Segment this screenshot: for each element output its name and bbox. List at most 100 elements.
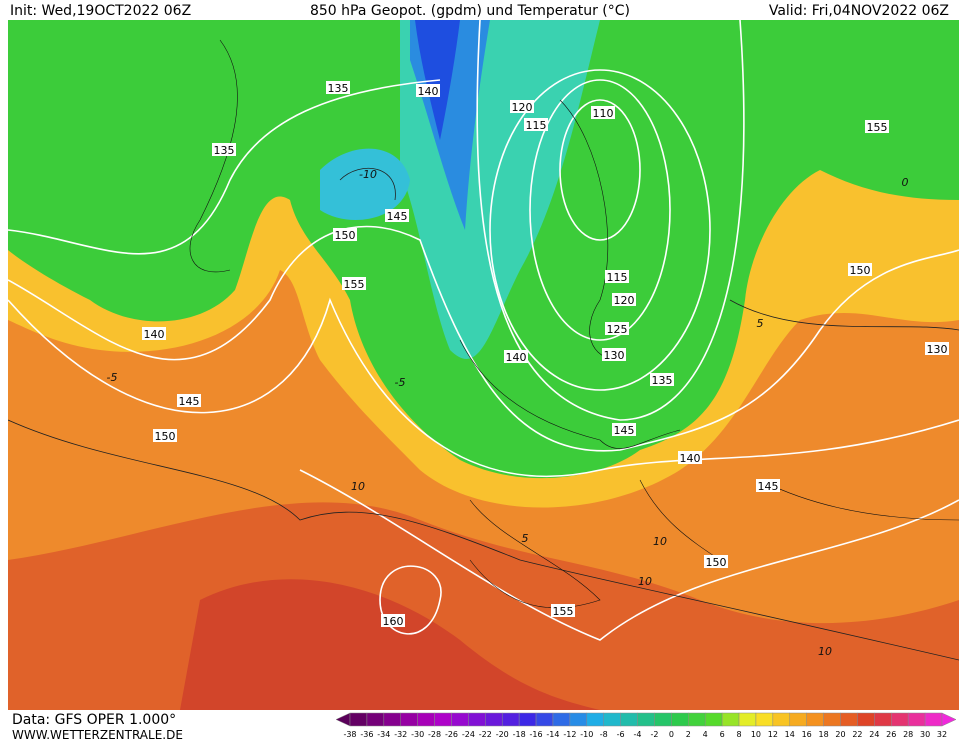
- website: WWW.WETTERZENTRALE.DE: [12, 728, 183, 741]
- colorbar-cell: [924, 712, 943, 727]
- colorbar-cell: [755, 712, 774, 727]
- geopotential-label: 155: [867, 121, 888, 134]
- colorbar-cell: [569, 712, 588, 727]
- label-box: [678, 451, 702, 464]
- colorbar-cell: [586, 712, 604, 727]
- geopotential-label: 115: [607, 271, 628, 284]
- colorbar-cell: [501, 712, 520, 727]
- colorbar-cell: [738, 712, 757, 727]
- label-box: [612, 293, 636, 306]
- colorbar-cell: [806, 712, 824, 727]
- colorbar-label: -30: [411, 730, 424, 739]
- colorbar-label: 32: [937, 730, 947, 739]
- colorbar-label: -38: [343, 730, 356, 739]
- colorbar-cell: [434, 712, 452, 727]
- colorbar-label: 30: [920, 730, 930, 739]
- colorbar-cell: [552, 712, 571, 727]
- label-box: [848, 263, 872, 276]
- label-box: [602, 348, 626, 361]
- colorbar-label: 6: [720, 730, 725, 739]
- geopotential-label: 135: [328, 82, 349, 95]
- colorbar-cell: [874, 712, 892, 727]
- geopotential-label: 145: [179, 395, 200, 408]
- colorbar-label: -36: [360, 730, 373, 739]
- geopotential-label: 145: [387, 210, 408, 223]
- label-box: [342, 277, 366, 290]
- colorbar-cell: [688, 712, 706, 727]
- hot-core: [180, 579, 600, 710]
- colorbar-label: 12: [768, 730, 778, 739]
- label-box: [381, 614, 405, 627]
- colorbar-label: -32: [394, 730, 407, 739]
- colorbar-cell: [400, 712, 418, 727]
- geopotential-label: 155: [344, 278, 365, 291]
- map: [8, 20, 959, 710]
- colorbar-cell: [451, 712, 469, 727]
- geopotential-label: 140: [144, 328, 165, 341]
- colorbar-label: -24: [462, 730, 475, 739]
- geopotential-label: 140: [506, 351, 527, 364]
- geopotential-label: 130: [927, 343, 948, 356]
- label-box: [605, 322, 629, 335]
- colorbar-cell: [603, 712, 621, 727]
- geopotential-label: 155: [553, 605, 574, 618]
- label-box: [756, 479, 780, 492]
- geopotential-label: 145: [614, 424, 635, 437]
- geopotential-label: 120: [512, 101, 533, 114]
- colorbar-label: -4: [634, 730, 642, 739]
- colorbar-label: -20: [496, 730, 509, 739]
- label-box: [504, 350, 528, 363]
- colorbar-label: -16: [530, 730, 543, 739]
- colorbar-label: -26: [445, 730, 458, 739]
- label-box: [865, 120, 889, 133]
- colorbar-cell: [704, 712, 723, 727]
- geopotential-label: 150: [706, 556, 727, 569]
- colorbar-cell: [721, 712, 740, 727]
- geopotential-label: 140: [418, 85, 439, 98]
- map-title: 850 hPa Geopot. (gpdm) und Temperatur (°…: [310, 3, 630, 19]
- colorbar-cell: [637, 712, 655, 727]
- colorbar-label: 10: [751, 730, 761, 739]
- geopotential-contours: [8, 20, 959, 641]
- colorbar-label: 8: [736, 730, 741, 739]
- label-box: [591, 106, 615, 119]
- colorbar-cell: [518, 712, 537, 727]
- colorbar-label: -14: [546, 730, 559, 739]
- temperature-label: 10: [638, 575, 652, 588]
- geopotential-label: 135: [214, 144, 235, 157]
- colorbar-cell: [789, 712, 807, 727]
- colorbar-cell: [891, 712, 909, 727]
- label-box: [551, 604, 575, 617]
- geopotential-label: 140: [680, 452, 701, 465]
- colorbar-label: -2: [650, 730, 658, 739]
- colorbar-label: 0: [669, 730, 674, 739]
- colorbar-label: 16: [802, 730, 812, 739]
- colorbar-cell: [535, 712, 554, 727]
- colorbar-label: 2: [686, 730, 691, 739]
- colorbar-cell: [857, 712, 875, 727]
- colorbar-label: -12: [563, 730, 576, 739]
- geopotential-label: 110: [593, 107, 614, 120]
- geopotential-label: 160: [383, 615, 404, 628]
- data-source: Data: GFS OPER 1.000°: [12, 712, 176, 728]
- geopotential-label: 115: [526, 119, 547, 132]
- colorbar-label: 22: [852, 730, 862, 739]
- temperature-label: 5: [522, 532, 529, 545]
- colorbar-label: 26: [886, 730, 896, 739]
- colorbar-label: -18: [513, 730, 526, 739]
- temperature-label: -5: [395, 376, 406, 389]
- colorbar-cell: [485, 712, 503, 727]
- cold-blob: [320, 148, 410, 220]
- colorbar-end: [335, 712, 351, 727]
- colorbar-label: -10: [580, 730, 593, 739]
- label-box: [142, 327, 166, 340]
- colorbar-label: 4: [703, 730, 708, 739]
- geopotential-label: 130: [604, 349, 625, 362]
- label-box: [177, 394, 201, 407]
- colorbar-label: -22: [479, 730, 492, 739]
- temperature-label: 10: [818, 645, 832, 658]
- geopotential-label: 120: [614, 294, 635, 307]
- colorbar-cell: [468, 712, 486, 727]
- label-box: [153, 429, 177, 442]
